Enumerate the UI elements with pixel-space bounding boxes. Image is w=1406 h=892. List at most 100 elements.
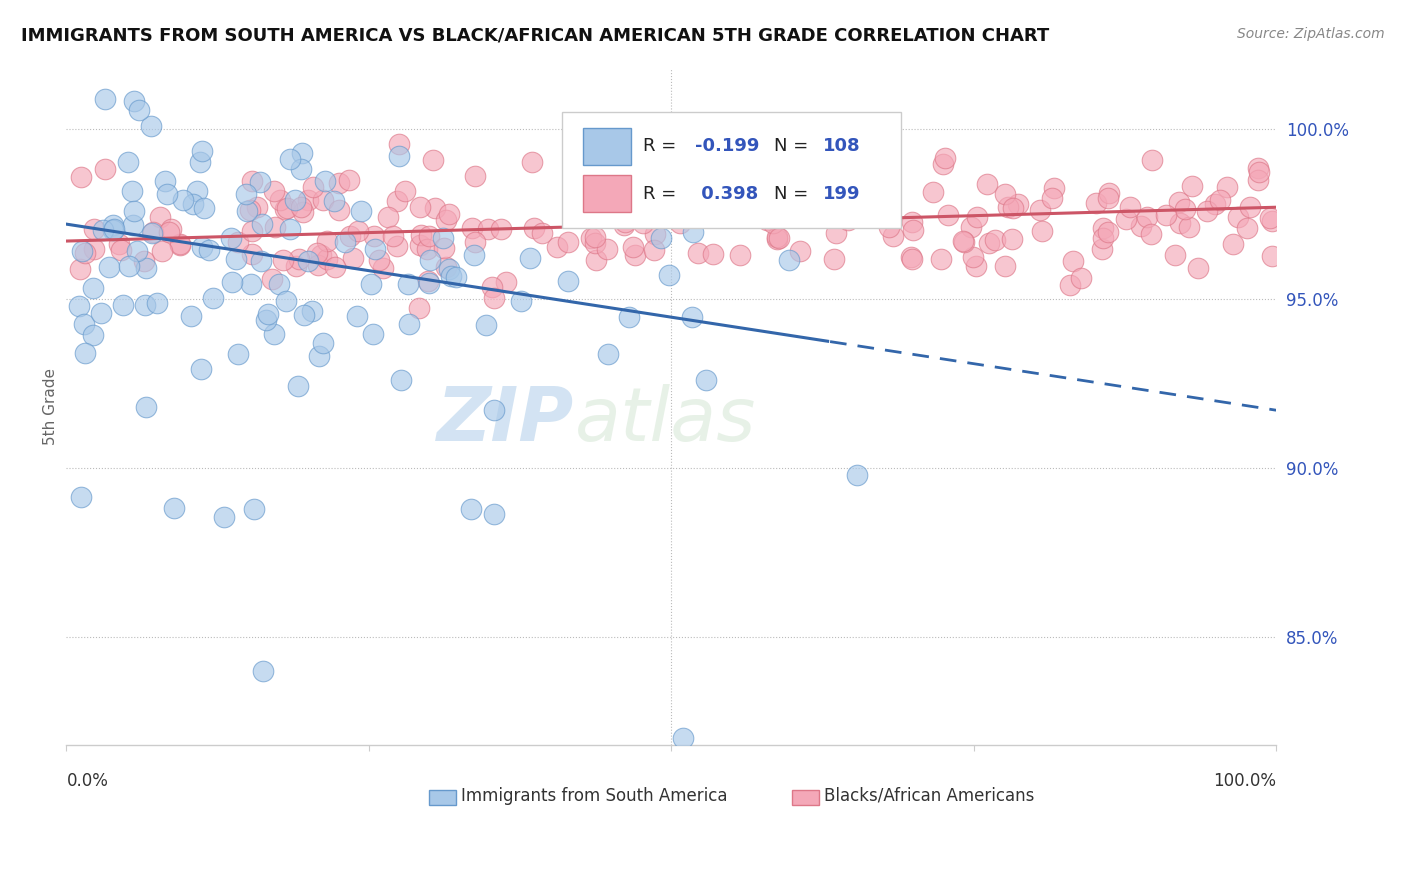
Point: [461, 221, 484, 235]
Point: [519, 251, 541, 265]
Point: [246, 200, 269, 214]
Point: [418, 277, 440, 291]
Point: [977, 236, 1000, 251]
Point: [169, 237, 191, 252]
Point: [240, 247, 263, 261]
Point: [614, 215, 637, 229]
Point: [149, 210, 172, 224]
Point: [1092, 230, 1115, 244]
Point: [314, 173, 336, 187]
Point: [103, 223, 125, 237]
Point: [810, 170, 832, 185]
Point: [613, 218, 636, 232]
Point: [69, 262, 91, 277]
Point: [669, 216, 692, 230]
Point: [1084, 196, 1107, 211]
Point: [695, 373, 717, 387]
Point: [585, 183, 607, 197]
Point: [845, 468, 868, 483]
Point: [418, 228, 440, 243]
Point: [90, 306, 112, 320]
Point: [966, 211, 988, 225]
Point: [159, 221, 181, 235]
Point: [301, 304, 323, 318]
Text: 100.0%: 100.0%: [1213, 772, 1277, 790]
Point: [509, 293, 531, 308]
Point: [82, 328, 104, 343]
Point: [312, 336, 335, 351]
Point: [419, 252, 441, 267]
Point: [252, 664, 274, 678]
Point: [668, 188, 690, 202]
Point: [1204, 196, 1226, 211]
Point: [94, 92, 117, 106]
Point: [484, 403, 506, 417]
Point: [965, 259, 987, 273]
FancyBboxPatch shape: [583, 128, 631, 165]
Point: [662, 202, 685, 216]
Point: [434, 213, 457, 227]
Point: [1091, 220, 1114, 235]
Point: [934, 151, 956, 165]
Point: [141, 226, 163, 240]
Point: [900, 250, 922, 264]
Point: [226, 347, 249, 361]
Point: [276, 202, 298, 216]
Text: Immigrants from South America: Immigrants from South America: [461, 787, 727, 805]
Point: [481, 280, 503, 294]
Point: [93, 222, 115, 236]
Point: [110, 244, 132, 258]
Point: [339, 228, 361, 243]
Point: [83, 242, 105, 256]
Point: [631, 216, 654, 230]
Point: [976, 177, 998, 191]
Point: [271, 253, 294, 268]
Point: [1031, 224, 1053, 238]
Point: [364, 242, 387, 256]
Point: [121, 184, 143, 198]
Point: [346, 309, 368, 323]
Point: [1001, 232, 1024, 246]
Point: [389, 373, 412, 387]
Point: [1168, 195, 1191, 210]
Point: [240, 223, 263, 237]
Point: [128, 103, 150, 117]
Text: Source: ZipAtlas.com: Source: ZipAtlas.com: [1237, 27, 1385, 41]
Point: [70, 169, 93, 184]
Point: [437, 206, 460, 220]
Point: [433, 242, 456, 256]
FancyBboxPatch shape: [583, 175, 631, 212]
Point: [993, 187, 1015, 202]
Point: [1261, 214, 1284, 228]
Point: [1227, 211, 1250, 225]
Point: [1097, 191, 1119, 205]
Point: [1118, 200, 1140, 214]
Point: [146, 295, 169, 310]
Point: [672, 731, 695, 746]
Point: [312, 193, 335, 207]
Point: [328, 177, 350, 191]
Point: [1216, 180, 1239, 194]
Point: [122, 94, 145, 108]
Text: 108: 108: [823, 137, 860, 155]
Point: [328, 202, 350, 217]
Point: [650, 231, 672, 245]
Y-axis label: 5th Grade: 5th Grade: [44, 368, 58, 445]
Point: [411, 228, 433, 243]
Point: [599, 192, 621, 206]
Point: [134, 298, 156, 312]
Point: [439, 262, 461, 277]
Point: [284, 193, 307, 207]
Text: N =: N =: [775, 185, 814, 202]
Point: [181, 197, 204, 211]
Point: [118, 259, 141, 273]
Point: [1129, 219, 1152, 233]
Point: [432, 231, 454, 245]
Point: [546, 240, 568, 254]
Point: [70, 244, 93, 258]
Point: [1115, 212, 1137, 227]
Point: [297, 253, 319, 268]
Point: [191, 144, 214, 158]
Point: [1247, 161, 1270, 176]
FancyBboxPatch shape: [429, 789, 456, 805]
